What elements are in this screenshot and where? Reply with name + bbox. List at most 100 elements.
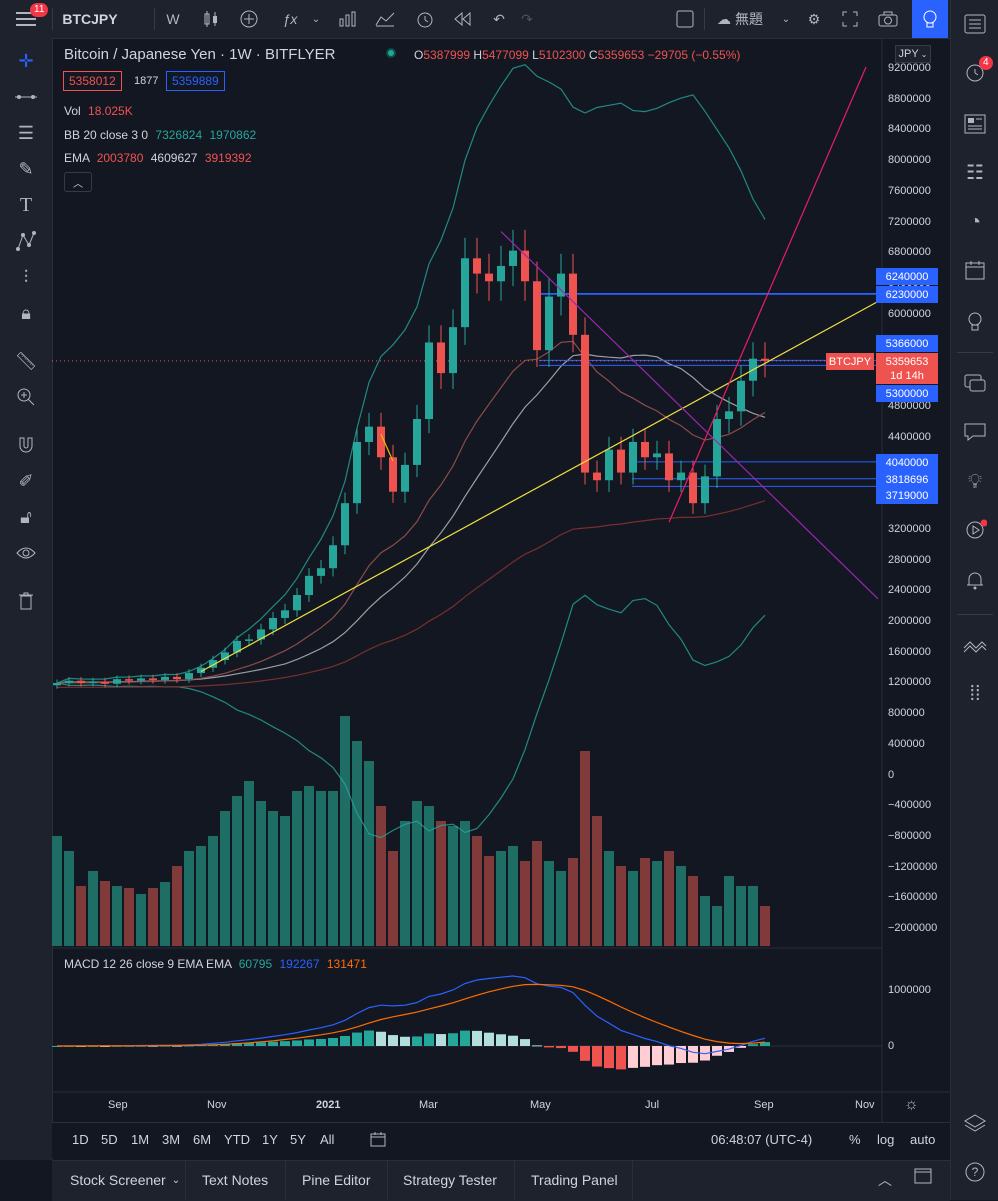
replay-icon[interactable] bbox=[448, 0, 478, 38]
svg-text:?: ? bbox=[972, 1165, 979, 1179]
goto-date-icon[interactable] bbox=[370, 1122, 386, 1156]
auto-toggle[interactable]: auto bbox=[910, 1131, 936, 1147]
candle-body bbox=[545, 296, 553, 351]
tab-text-notes[interactable]: Text Notes bbox=[188, 1160, 286, 1200]
calendar-icon[interactable] bbox=[951, 250, 998, 290]
symbol-search[interactable]: BTCJPY bbox=[62, 11, 118, 27]
magnet-icon[interactable] bbox=[0, 428, 52, 462]
fib-retracement-icon[interactable]: ☰ bbox=[17, 122, 35, 143]
range-1m[interactable]: 1M bbox=[131, 1131, 150, 1147]
volume-bar bbox=[268, 811, 278, 946]
text-tool-icon[interactable]: T bbox=[19, 193, 33, 216]
macd-line bbox=[56, 975, 766, 1055]
templates-icon[interactable] bbox=[334, 0, 362, 38]
compare-plus-icon[interactable] bbox=[234, 0, 264, 38]
camera-icon[interactable] bbox=[874, 0, 902, 38]
range-3m[interactable]: 3M bbox=[162, 1131, 181, 1147]
volume-bar bbox=[580, 751, 590, 946]
comments-icon[interactable] bbox=[951, 412, 998, 452]
alerts-clock-icon[interactable]: 4 bbox=[951, 52, 998, 92]
time-axis-settings-icon[interactable]: ☼ bbox=[904, 1096, 919, 1113]
macd-histogram-bar bbox=[220, 1043, 230, 1046]
layout-name-button[interactable]: ☁ 無題 bbox=[708, 0, 772, 38]
collapse-legend-button[interactable]: ︿ bbox=[64, 172, 92, 192]
currency-select[interactable]: JPY ⌄ bbox=[895, 45, 931, 63]
drawing-lock-pencil-icon[interactable]: ✐ bbox=[18, 470, 34, 491]
tab-pine-editor[interactable]: Pine Editor bbox=[288, 1160, 388, 1200]
fullscreen-square-icon[interactable] bbox=[670, 0, 700, 38]
undo-icon[interactable]: ↶ bbox=[493, 10, 505, 27]
menu-button[interactable]: 11 bbox=[8, 0, 49, 38]
symbol-title: Bitcoin / Japanese Yen · 1W · BITFLYER bbox=[64, 46, 336, 63]
log-toggle[interactable]: log bbox=[877, 1131, 895, 1147]
brush-icon[interactable]: ✎ bbox=[18, 158, 34, 179]
crosshair-icon[interactable]: ✛ bbox=[18, 50, 34, 71]
alarm-clock-icon[interactable] bbox=[410, 0, 440, 38]
lock-icon[interactable]: 🔒︎ bbox=[21, 302, 31, 323]
range-6m[interactable]: 6M bbox=[193, 1131, 212, 1147]
range-all[interactable]: All bbox=[320, 1131, 335, 1147]
notifications-bell-icon[interactable] bbox=[951, 560, 998, 600]
range-ytd[interactable]: YTD bbox=[224, 1131, 250, 1147]
tab-strategy-tester[interactable]: Strategy Tester bbox=[389, 1160, 515, 1200]
layers-icon[interactable] bbox=[951, 1104, 998, 1144]
range-5y[interactable]: 5Y bbox=[290, 1131, 306, 1147]
ask-price[interactable]: 5359889 bbox=[166, 71, 225, 91]
trading-chart-icon[interactable] bbox=[951, 626, 998, 666]
redo-icon[interactable]: ↷ bbox=[521, 10, 533, 27]
macd-legend: MACD 12 26 close 9 EMA EMA 60795 192267 … bbox=[64, 957, 367, 971]
help-icon[interactable]: ? bbox=[951, 1152, 998, 1192]
range-5d[interactable]: 5D bbox=[101, 1131, 118, 1147]
macd-histogram-bar bbox=[580, 1046, 590, 1061]
volume-bar bbox=[688, 876, 698, 946]
maximize-panel-icon[interactable] bbox=[914, 1168, 932, 1189]
settings-gear-icon[interactable]: ⚙ bbox=[807, 10, 821, 27]
tab-trading-panel[interactable]: Trading Panel bbox=[517, 1160, 633, 1200]
hotlist-icon[interactable]: ◔ bbox=[968, 210, 982, 233]
range-1d[interactable]: 1D bbox=[72, 1131, 89, 1147]
chevron-down-icon[interactable]: ⌄ bbox=[311, 13, 321, 25]
pattern-icon[interactable] bbox=[0, 224, 52, 258]
volume-bar bbox=[364, 761, 374, 946]
news-icon[interactable] bbox=[951, 104, 998, 144]
zoom-in-icon[interactable] bbox=[0, 380, 52, 414]
chevron-down-icon[interactable]: ⌄ bbox=[781, 13, 791, 25]
alert-chart-icon[interactable] bbox=[370, 0, 400, 38]
interval-button[interactable]: W bbox=[166, 11, 180, 27]
candle-body bbox=[629, 441, 637, 473]
price-axis-label: −2000000 bbox=[888, 922, 938, 935]
prediction-icon[interactable]: ⫶ bbox=[23, 266, 29, 287]
publish-idea-icon[interactable] bbox=[912, 0, 948, 38]
chevron-up-icon[interactable]: ︿ bbox=[878, 1172, 892, 1188]
volume-bar bbox=[376, 806, 386, 946]
eye-icon[interactable] bbox=[0, 536, 52, 570]
unlock-icon[interactable]: 🔓︎ bbox=[20, 506, 32, 527]
streams-lightbulb-icon[interactable]: 💡︎ bbox=[968, 470, 982, 493]
volume-bar bbox=[640, 858, 650, 946]
watchlist-icon[interactable] bbox=[951, 4, 998, 44]
dom-dots-icon[interactable]: ⁞⁞ bbox=[969, 682, 981, 705]
volume-bar bbox=[760, 906, 770, 946]
macd-signal-line bbox=[57, 983, 766, 1047]
tab-stock-screener[interactable]: Stock Screener ⌄ bbox=[56, 1160, 186, 1200]
clock-timezone[interactable]: 06:48:07 (UTC-4) bbox=[711, 1131, 813, 1147]
tab-label: Stock Screener bbox=[70, 1172, 166, 1188]
ideas-lightbulb-icon[interactable] bbox=[951, 302, 998, 342]
fullscreen-icon[interactable] bbox=[836, 0, 864, 38]
range-1y[interactable]: 1Y bbox=[262, 1131, 278, 1147]
bid-price[interactable]: 5358012 bbox=[63, 71, 122, 91]
trend-line-icon[interactable] bbox=[0, 80, 52, 114]
percent-toggle[interactable]: % bbox=[849, 1131, 861, 1147]
indicators-fx-icon[interactable]: ƒx bbox=[282, 11, 298, 27]
candles-icon[interactable] bbox=[196, 0, 226, 38]
trash-icon[interactable] bbox=[0, 584, 52, 618]
candle-body bbox=[617, 449, 625, 473]
macd-signal-value: 131471 bbox=[326, 957, 367, 971]
chat-icon[interactable] bbox=[951, 364, 998, 404]
live-stream-icon[interactable] bbox=[951, 510, 998, 550]
ruler-icon[interactable]: 📏︎ bbox=[14, 350, 38, 371]
price-chart[interactable] bbox=[52, 38, 950, 1122]
volume-bar bbox=[700, 896, 710, 946]
data-window-icon[interactable]: ☷ bbox=[966, 161, 984, 184]
price-axis-label: 6000000 bbox=[888, 307, 931, 320]
